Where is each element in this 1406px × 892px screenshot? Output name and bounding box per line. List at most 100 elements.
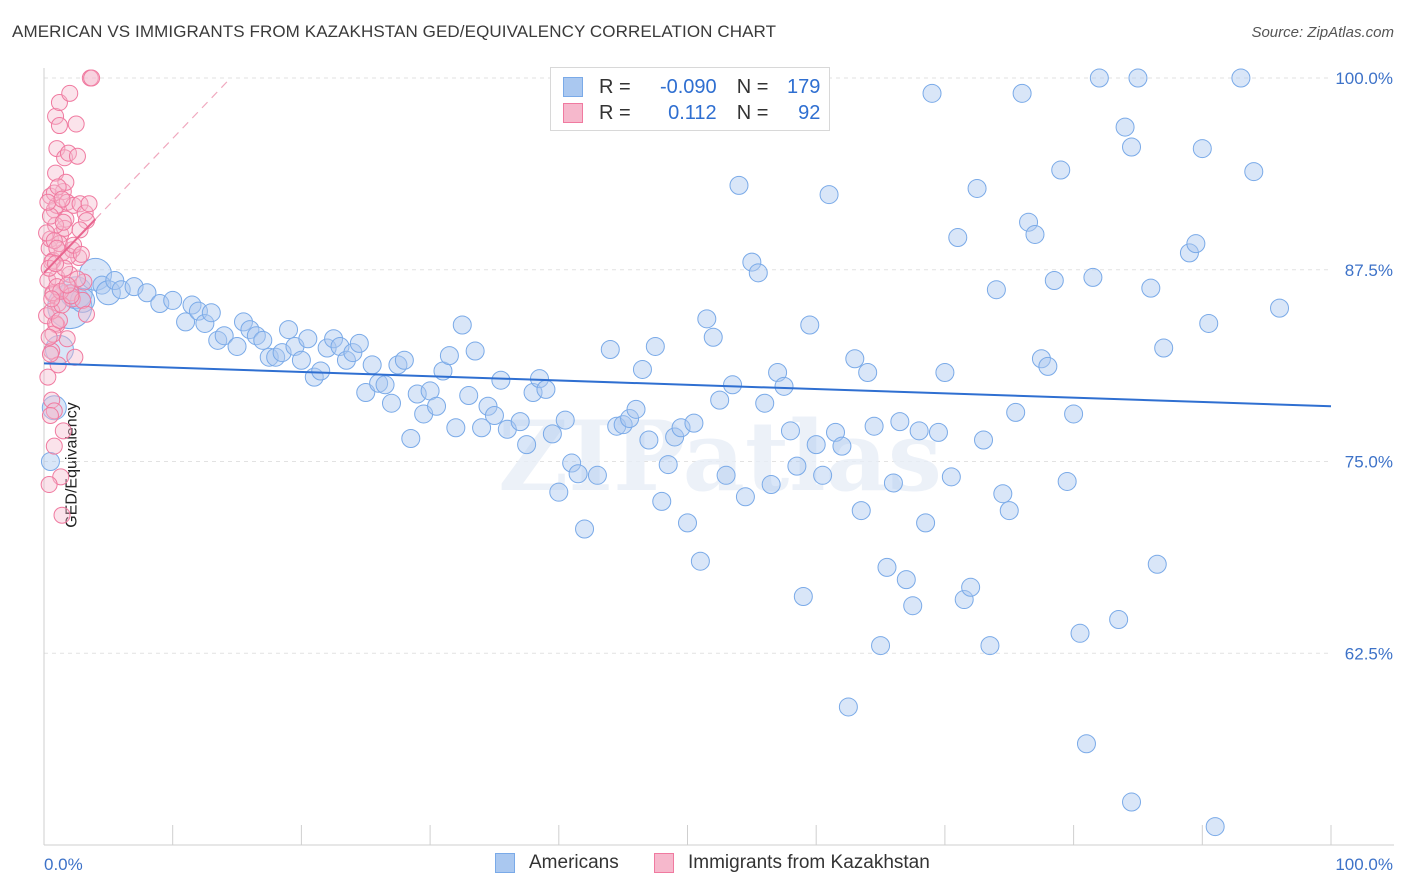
point-americans: [954, 590, 974, 610]
y-tick-label: 62.5%: [1345, 644, 1393, 663]
point-americans: [620, 409, 640, 429]
point-kazakhstan: [54, 422, 72, 440]
legend-swatch-kazakhstan: [563, 103, 583, 123]
point-americans: [1031, 349, 1051, 369]
point-americans: [626, 399, 646, 419]
y-tick-label: 87.5%: [1345, 261, 1393, 280]
point-americans: [684, 413, 704, 433]
point-americans: [375, 375, 395, 395]
point-americans: [1070, 623, 1090, 643]
point-americans: [690, 551, 710, 571]
point-americans: [858, 363, 878, 383]
point-americans: [961, 577, 981, 597]
point-americans: [710, 390, 730, 410]
point-americans: [549, 482, 569, 502]
legend-item-americans[interactable]: Americans: [495, 852, 619, 874]
point-americans: [922, 83, 942, 103]
point-americans: [555, 410, 575, 430]
y-tick-label: 100.0%: [1335, 69, 1393, 88]
point-americans: [800, 315, 820, 335]
point-kazakhstan: [40, 476, 58, 494]
point-americans: [1141, 278, 1161, 298]
point-americans: [652, 491, 672, 511]
point-kazakhstan: [68, 147, 86, 165]
point-americans: [214, 326, 234, 346]
point-americans: [1012, 83, 1032, 103]
point-americans: [163, 290, 183, 310]
point-americans: [793, 586, 813, 606]
point-americans: [851, 501, 871, 521]
point-kazakhstan: [53, 506, 71, 524]
point-americans: [703, 327, 723, 347]
n-label: N =: [736, 75, 769, 98]
point-americans: [768, 363, 788, 383]
point-americans: [356, 382, 376, 402]
point-kazakhstan: [61, 84, 79, 102]
point-kazakhstan: [59, 144, 77, 162]
point-americans: [137, 283, 157, 303]
point-americans: [40, 452, 60, 471]
point-americans: [253, 330, 273, 350]
point-americans: [1109, 610, 1129, 630]
point-kazakhstan: [67, 115, 85, 133]
point-kazakhstan: [45, 437, 63, 455]
stats-legend: R = -0.090 N = 179 R = 0.112 N = 92: [550, 67, 830, 131]
legend-item-kazakhstan[interactable]: Immigrants from Kazakhstan: [654, 852, 930, 874]
point-americans: [1154, 338, 1174, 358]
point-americans: [819, 185, 839, 205]
r-value: 0.112: [668, 101, 717, 124]
point-americans: [645, 336, 665, 356]
point-americans: [459, 386, 479, 406]
point-americans: [1089, 68, 1109, 88]
point-americans: [877, 557, 897, 577]
point-kazakhstan: [39, 368, 57, 386]
point-americans: [381, 393, 401, 413]
point-americans: [1006, 402, 1026, 422]
point-americans: [78, 257, 112, 291]
point-kazakhstan: [48, 239, 66, 257]
point-americans: [111, 280, 131, 300]
point-americans: [1147, 554, 1167, 574]
point-americans: [311, 361, 331, 381]
point-americans: [1122, 792, 1142, 812]
point-americans: [1038, 356, 1058, 376]
point-kazakhstan: [66, 348, 84, 366]
source-label: Source: ZipAtlas.com: [1251, 24, 1394, 41]
point-kazakhstan: [43, 391, 61, 409]
point-kazakhstan: [77, 305, 95, 323]
r-label: R =: [599, 101, 631, 124]
point-americans: [407, 384, 427, 404]
trendline-kazakhstan-extension: [95, 77, 232, 220]
point-americans: [298, 329, 318, 349]
point-kazakhstan: [39, 193, 57, 211]
point-americans: [510, 412, 530, 432]
point-americans: [233, 312, 253, 332]
point-americans: [903, 596, 923, 616]
point-americans: [735, 487, 755, 507]
point-kazakhstan: [80, 195, 98, 213]
point-americans: [562, 453, 582, 473]
point-americans: [729, 175, 749, 195]
point-kazakhstan: [54, 213, 72, 231]
point-americans: [632, 359, 652, 379]
point-americans: [883, 473, 903, 493]
point-americans: [291, 350, 311, 370]
point-americans: [324, 329, 344, 349]
point-americans: [259, 347, 279, 367]
point-americans: [1231, 68, 1251, 88]
point-americans: [928, 422, 948, 442]
point-americans: [1019, 212, 1039, 232]
trendline-americans: [43, 362, 1332, 408]
point-americans: [478, 396, 498, 416]
point-americans: [523, 382, 543, 402]
point-americans: [176, 312, 196, 332]
legend-swatch-kazakhstan: [654, 853, 674, 873]
point-americans: [1115, 117, 1135, 137]
point-americans: [787, 456, 807, 476]
point-americans: [491, 370, 511, 390]
point-americans: [845, 349, 865, 369]
point-americans: [806, 435, 826, 455]
point-americans: [697, 309, 717, 329]
point-americans: [587, 465, 607, 485]
